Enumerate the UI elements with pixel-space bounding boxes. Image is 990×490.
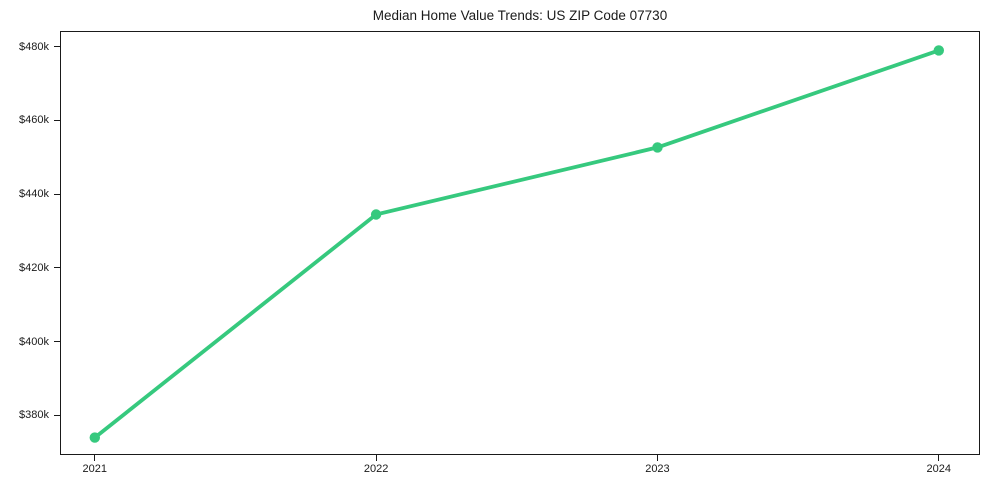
y-axis-tick <box>54 414 60 416</box>
data-point-marker <box>652 142 663 153</box>
plot-area: $380k $400k $420k $440k $460k $480k 2021 2022 20… <box>19 31 980 475</box>
chart-title: Median Home Value Trends: US ZIP Code 07… <box>372 8 668 23</box>
y-tick-label: $480k <box>19 40 49 53</box>
y-tick-label: $400k <box>19 335 49 348</box>
y-axis-tick <box>54 46 60 48</box>
x-tick-label: 2022 <box>363 463 389 475</box>
y-tick-label: $460k <box>19 114 49 127</box>
y-axis-tick <box>54 119 60 121</box>
x-axis-tick <box>94 455 96 461</box>
x-axis-tick <box>656 455 658 461</box>
x-tick-label: 2021 <box>82 463 107 475</box>
x-axis-tick <box>375 455 377 461</box>
x-tick-label: 2024 <box>926 463 952 475</box>
data-point-marker <box>370 209 382 220</box>
data-point-marker <box>89 432 100 443</box>
x-tick-label: 2023 <box>645 463 670 475</box>
data-point-marker <box>933 45 944 56</box>
y-axis-tick <box>54 267 60 269</box>
trend-line-svg <box>89 45 944 443</box>
y-axis-tick <box>54 193 60 195</box>
x-axis-tick <box>938 455 940 461</box>
trend-line <box>92 48 941 440</box>
y-tick-label: $440k <box>19 188 49 201</box>
y-axis-tick <box>54 341 60 343</box>
y-tick-label: $380k <box>19 409 49 422</box>
y-tick-label: $420k <box>19 261 49 274</box>
